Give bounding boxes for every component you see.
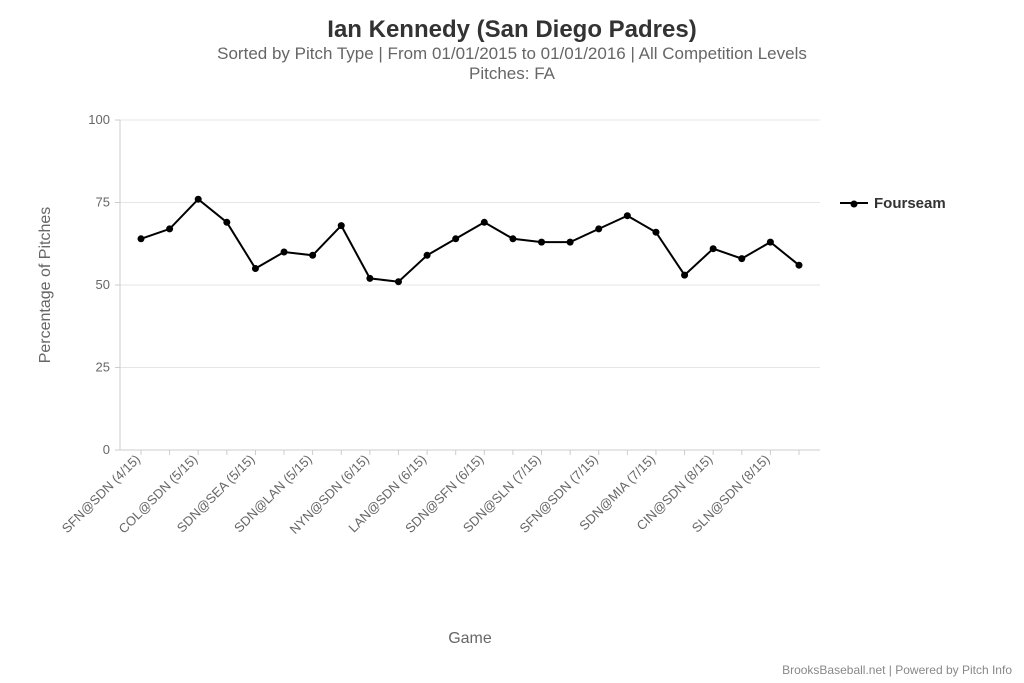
svg-text:25: 25 (96, 360, 110, 375)
svg-text:50: 50 (96, 277, 110, 292)
legend-label: Fourseam (874, 195, 946, 212)
svg-text:100: 100 (88, 112, 110, 127)
chart-container: Ian Kennedy (San Diego Padres) Sorted by… (0, 0, 1024, 683)
legend: Fourseam (840, 195, 946, 212)
legend-marker (840, 202, 868, 204)
svg-text:75: 75 (96, 195, 110, 210)
chart-footer: BrooksBaseball.net | Powered by Pitch In… (782, 663, 1012, 677)
svg-text:Percentage of Pitches: Percentage of Pitches (37, 207, 54, 364)
svg-text:0: 0 (103, 442, 110, 457)
line-chart: 0255075100SFN@SDN (4/15)COL@SDN (5/15)SD… (0, 0, 1024, 683)
svg-text:Game: Game (448, 630, 492, 647)
